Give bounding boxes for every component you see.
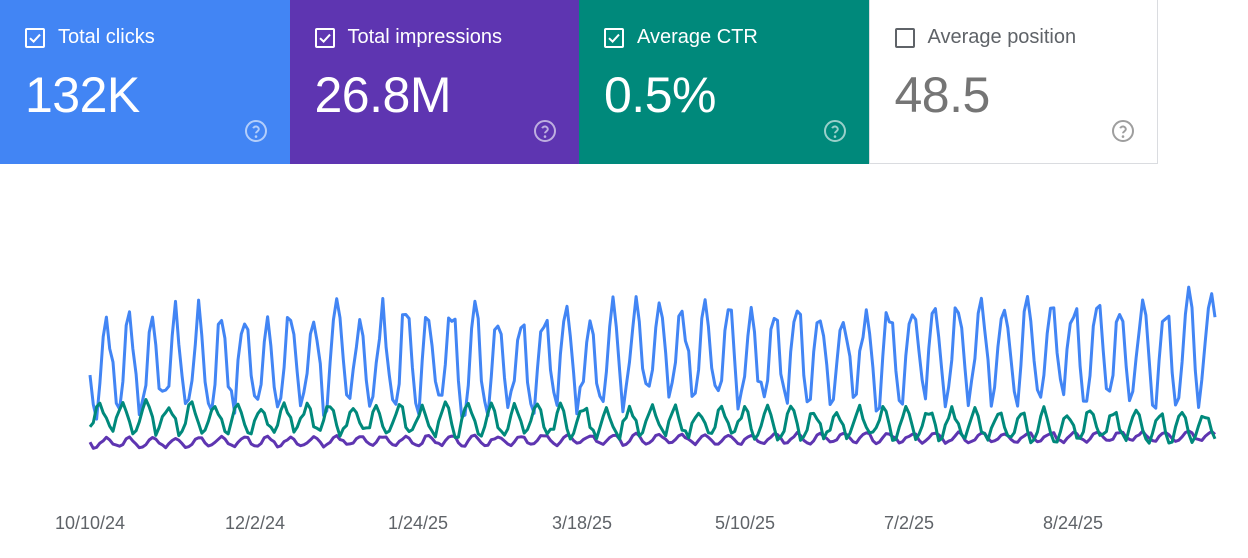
x-tick-label: 7/2/25: [884, 513, 934, 533]
average-ctr-card[interactable]: Average CTR 0.5%: [579, 0, 869, 164]
card-value: 132K: [25, 67, 140, 123]
series-line-total-impressions: [88, 429, 1217, 450]
card-header: Total clicks: [25, 26, 155, 49]
card-label: Average CTR: [637, 26, 758, 48]
card-label: Total impressions: [347, 26, 503, 48]
x-tick-label: 1/24/25: [388, 513, 448, 533]
total-impressions-card[interactable]: Total impressions 26.8M: [289, 0, 579, 164]
x-tick-label: 5/10/25: [715, 513, 775, 533]
x-tick-label: 12/2/24: [225, 513, 285, 533]
card-header: Average CTR: [604, 26, 758, 49]
checkbox-checked-icon[interactable]: [25, 27, 45, 48]
checkbox-checked-icon[interactable]: [604, 27, 624, 48]
x-tick-label: 3/18/25: [552, 513, 612, 533]
average-position-card[interactable]: Average position 48.5: [868, 0, 1159, 164]
help-icon[interactable]: [1111, 119, 1135, 143]
card-header: Total impressions: [314, 26, 503, 49]
total-clicks-card[interactable]: Total clicks 132K: [0, 0, 290, 164]
help-icon[interactable]: [533, 119, 557, 143]
help-icon[interactable]: [823, 119, 847, 143]
x-tick-label: 10/10/24: [55, 513, 125, 533]
card-value: 0.5%: [604, 67, 716, 123]
card-header: Average position: [894, 26, 1077, 49]
checkbox-checked-icon[interactable]: [314, 27, 335, 48]
card-label: Average position: [927, 26, 1077, 48]
metric-cards: Total clicks 132K Total impressions 26.8…: [0, 0, 1159, 164]
card-value: 48.5: [894, 67, 991, 123]
help-icon[interactable]: [244, 119, 268, 143]
series-line-average-ctr: [88, 398, 1217, 445]
series-line-total-clicks: [88, 285, 1217, 421]
performance-chart: 10/10/24 12/2/24 1/24/25 3/18/25 5/10/25 7/2/…: [55, 285, 1217, 533]
checkbox-unchecked-icon[interactable]: [894, 27, 915, 48]
card-value: 26.8M: [314, 67, 452, 123]
card-label: Total clicks: [58, 26, 155, 48]
x-tick-label: 8/24/25: [1043, 513, 1103, 533]
